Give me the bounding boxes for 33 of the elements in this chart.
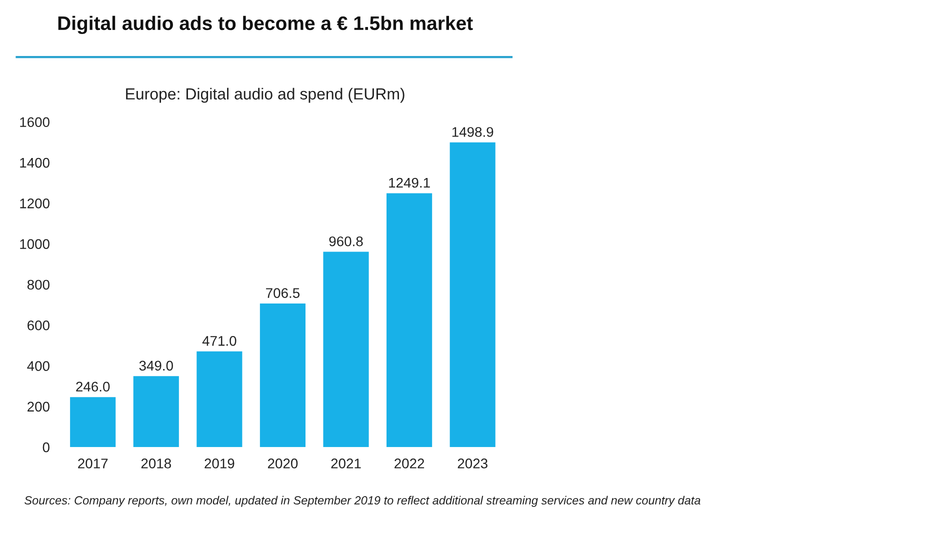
x-tick-label: 2017 [78,458,108,468]
bar [70,397,116,448]
data-label: 349.0 [139,360,173,371]
y-tick-label: 0 [42,442,50,452]
x-tick-label: 2023 [458,458,488,468]
data-label: 1249.1 [389,178,430,188]
source-note: Sources: Company reports, own model, updated in September 2019 to reflect additional streaming services and new country data [24,496,700,507]
bar [133,376,179,448]
bar [386,193,432,448]
x-tick-label: 2020 [268,458,298,468]
data-label: 706.5 [266,288,300,298]
x-tick-label: 2018 [141,458,171,468]
data-label: 1498.9 [452,127,494,137]
bar [323,252,369,448]
x-tick-label: 2019 [204,458,234,468]
bar [260,303,306,448]
y-tick-label: 1400 [20,158,50,168]
y-tick-label: 1600 [20,117,50,128]
y-tick-label: 600 [28,320,50,330]
y-tick-label: 400 [27,361,50,371]
data-label: 960.8 [329,236,363,246]
chart-subtitle: Europe: Digital audio ad spend (EURm) [126,88,404,103]
data-label: 246.0 [76,382,110,392]
data-label: 471.0 [202,336,236,346]
bar [450,142,496,448]
y-tick-label: 1200 [20,198,50,208]
y-tick-label: 1000 [20,239,50,249]
chart-title: Digital audio ads to become a € 1.5bn market [58,16,473,34]
x-tick-label: 2022 [394,458,424,468]
y-tick-label: 800 [27,280,50,290]
y-tick-label: 200 [28,402,50,412]
bar [196,351,242,448]
x-tick-label: 2021 [331,458,361,468]
